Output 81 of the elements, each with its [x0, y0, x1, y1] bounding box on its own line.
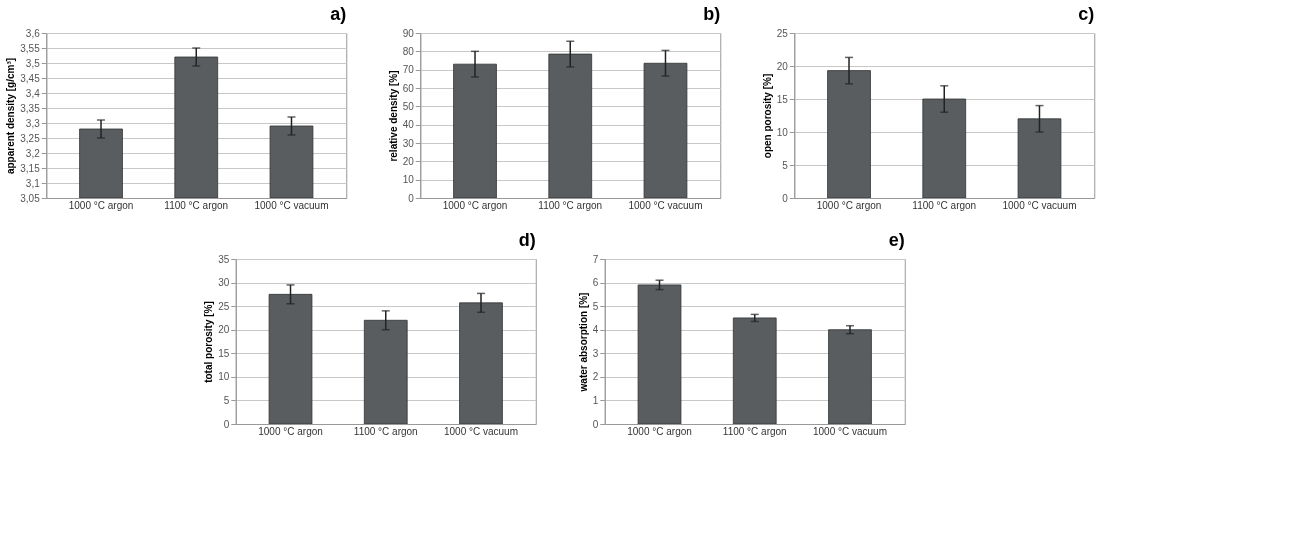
bar — [459, 302, 503, 424]
y-tick-label: 2 — [592, 371, 599, 383]
y-tick-label: 3,45 — [20, 72, 41, 84]
x-tick-label: 1000 °C argon — [627, 425, 692, 437]
x-tick-label: 1100 °C argon — [353, 425, 418, 437]
x-tick-label: 1000 °C vacuum — [254, 199, 329, 211]
y-tick-label: 0 — [223, 418, 230, 430]
y-tick-label: 3,1 — [25, 177, 41, 189]
y-tick-label: 3,55 — [20, 42, 41, 54]
y-tick-label: 1 — [592, 394, 599, 406]
chart-title: c) — [1078, 4, 1095, 24]
chart-title: d) — [518, 230, 536, 250]
y-tick-label: 10 — [218, 371, 230, 383]
y-tick-label: 20 — [402, 155, 415, 167]
x-tick-label: 1000 °C vacuum — [628, 199, 703, 211]
bar — [643, 62, 688, 198]
y-tick-label: 40 — [402, 119, 415, 131]
x-tick-label: 1000 °C argon — [68, 199, 134, 211]
y-tick-label: 20 — [218, 324, 230, 336]
y-tick-label: 50 — [402, 100, 415, 112]
y-tick-label: 3,6 — [25, 27, 41, 39]
bar — [732, 317, 777, 424]
y-tick-label: 3,05 — [20, 192, 41, 204]
bar — [637, 284, 682, 424]
y-tick-label: 10 — [776, 126, 789, 138]
y-tick-label: 0 — [592, 418, 599, 430]
x-tick-label: 1000 °C argon — [258, 425, 323, 437]
x-tick-label: 1000 °C vacuum — [1002, 199, 1077, 211]
y-tick-label: 0 — [408, 192, 415, 204]
y-tick-label: 5 — [782, 159, 789, 171]
chart-title: a) — [330, 4, 347, 24]
bar — [828, 329, 872, 424]
y-tick-label: 30 — [218, 277, 230, 289]
y-tick-label: 15 — [218, 347, 230, 359]
y-axis-title: apparent density [g/cm³] — [5, 57, 17, 175]
bar — [548, 53, 593, 198]
y-tick-label: 3,15 — [20, 162, 41, 174]
y-tick-label: 5 — [592, 300, 599, 312]
y-axis-title: relative density [%] — [387, 70, 399, 162]
y-tick-label: 3,35 — [20, 102, 41, 114]
x-tick-label: 1000 °C vacuum — [443, 425, 519, 437]
y-tick-label: 3,2 — [25, 147, 41, 159]
y-tick-label: 25 — [776, 27, 789, 39]
y-axis-title: water absorption [%] — [577, 292, 589, 393]
y-tick-label: 3,25 — [20, 132, 41, 144]
bar — [453, 63, 497, 198]
y-tick-label: 90 — [402, 27, 415, 39]
y-axis-title: open porosity [%] — [761, 73, 773, 159]
bar — [268, 293, 313, 424]
x-tick-label: 1100 °C argon — [912, 199, 977, 211]
bar — [922, 98, 967, 198]
y-axis-title: total porosity [%] — [203, 301, 215, 383]
x-tick-label: 1100 °C argon — [722, 425, 787, 437]
y-tick-label: 30 — [402, 137, 415, 149]
y-tick-label: 70 — [402, 64, 415, 76]
y-tick-label: 60 — [402, 82, 415, 94]
x-tick-label: 1000 °C argon — [816, 199, 882, 211]
chart-title: e) — [888, 230, 905, 250]
chart-title: b) — [703, 4, 721, 24]
bar — [1017, 118, 1062, 198]
y-tick-label: 6 — [592, 277, 599, 289]
y-tick-label: 3,5 — [25, 57, 41, 69]
y-tick-label: 4 — [592, 324, 599, 336]
y-tick-label: 20 — [776, 60, 789, 72]
x-tick-label: 1000 °C argon — [442, 199, 508, 211]
x-tick-label: 1000 °C vacuum — [812, 425, 888, 437]
y-tick-label: 10 — [402, 174, 415, 186]
y-tick-label: 35 — [218, 253, 230, 265]
y-tick-label: 3 — [592, 347, 599, 359]
y-tick-label: 15 — [776, 93, 789, 105]
bar — [827, 70, 871, 198]
bar — [363, 319, 408, 424]
x-tick-label: 1100 °C argon — [538, 199, 603, 211]
y-tick-label: 80 — [402, 45, 415, 57]
y-tick-label: 7 — [592, 253, 599, 265]
y-tick-label: 0 — [782, 192, 789, 204]
y-tick-label: 25 — [218, 300, 230, 312]
x-tick-label: 1100 °C argon — [164, 199, 229, 211]
y-tick-label: 5 — [223, 394, 230, 406]
y-tick-label: 3,4 — [25, 87, 41, 99]
y-tick-label: 3,3 — [25, 117, 41, 129]
